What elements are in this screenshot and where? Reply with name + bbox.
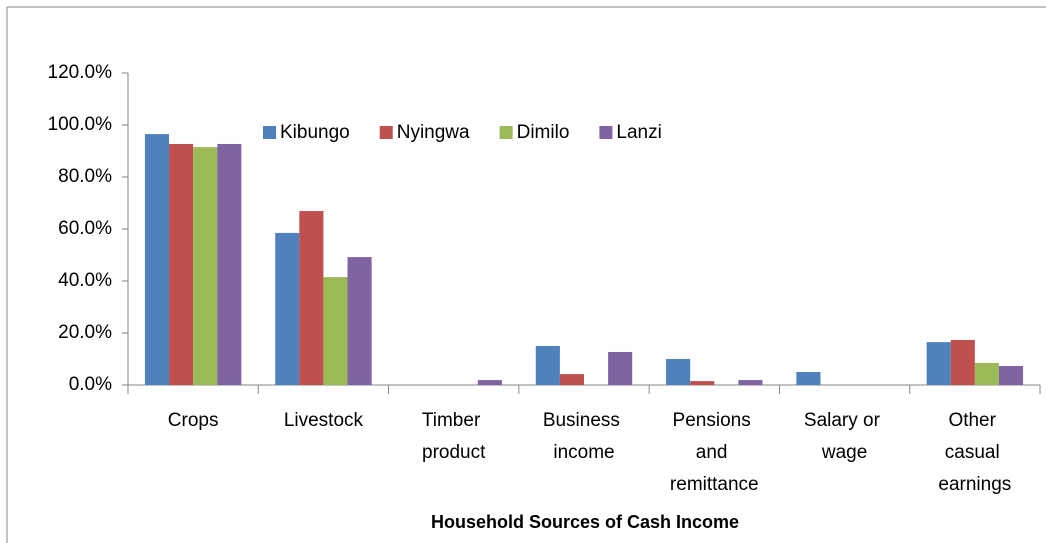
legend-swatch <box>599 126 613 139</box>
x-axis-title: Household Sources of Cash Income <box>431 512 739 532</box>
x-tick-label: Livestock <box>284 410 364 431</box>
bar <box>275 232 300 385</box>
legend-label: Kibungo <box>280 122 350 143</box>
y-tick-label: 40.0% <box>58 270 112 291</box>
bar <box>144 134 170 385</box>
y-tick-label: 20.0% <box>58 322 112 343</box>
x-tick-label: Crops <box>168 410 219 431</box>
bar <box>974 362 999 385</box>
bar <box>477 380 502 385</box>
bar <box>690 381 715 385</box>
bar <box>998 366 1024 385</box>
x-tick-label: Timber product <box>422 410 486 463</box>
bar <box>666 359 691 385</box>
bar <box>169 143 194 385</box>
bar <box>347 257 372 385</box>
y-tick-label: 0.0% <box>69 374 112 395</box>
legend-label: Dimilo <box>517 122 570 143</box>
bar <box>926 342 951 385</box>
bar <box>950 340 975 385</box>
bar <box>299 211 324 385</box>
y-tick-label: 100.0% <box>48 114 113 135</box>
bar <box>608 351 633 385</box>
bar <box>796 372 821 385</box>
legend-label: Lanzi <box>616 122 661 143</box>
legend-label: Nyingwa <box>397 122 470 143</box>
bar <box>559 374 584 385</box>
x-tick-label: Pensions and remittance <box>670 410 759 495</box>
x-tick-label: Business income <box>543 410 625 463</box>
x-tick-label: Other casual earnings <box>938 410 1011 495</box>
legend-swatch <box>379 126 393 139</box>
y-tick-label: 120.0% <box>48 62 113 83</box>
legend-swatch <box>263 126 276 139</box>
bar <box>217 143 242 385</box>
y-tick-label: 80.0% <box>58 166 112 187</box>
bar <box>535 346 560 385</box>
y-tick-label: 60.0% <box>58 218 112 239</box>
bar <box>738 380 763 385</box>
x-tick-label: Salary or wage <box>804 410 885 463</box>
bar <box>323 277 348 385</box>
bar <box>193 147 218 385</box>
legend-swatch <box>499 126 513 139</box>
